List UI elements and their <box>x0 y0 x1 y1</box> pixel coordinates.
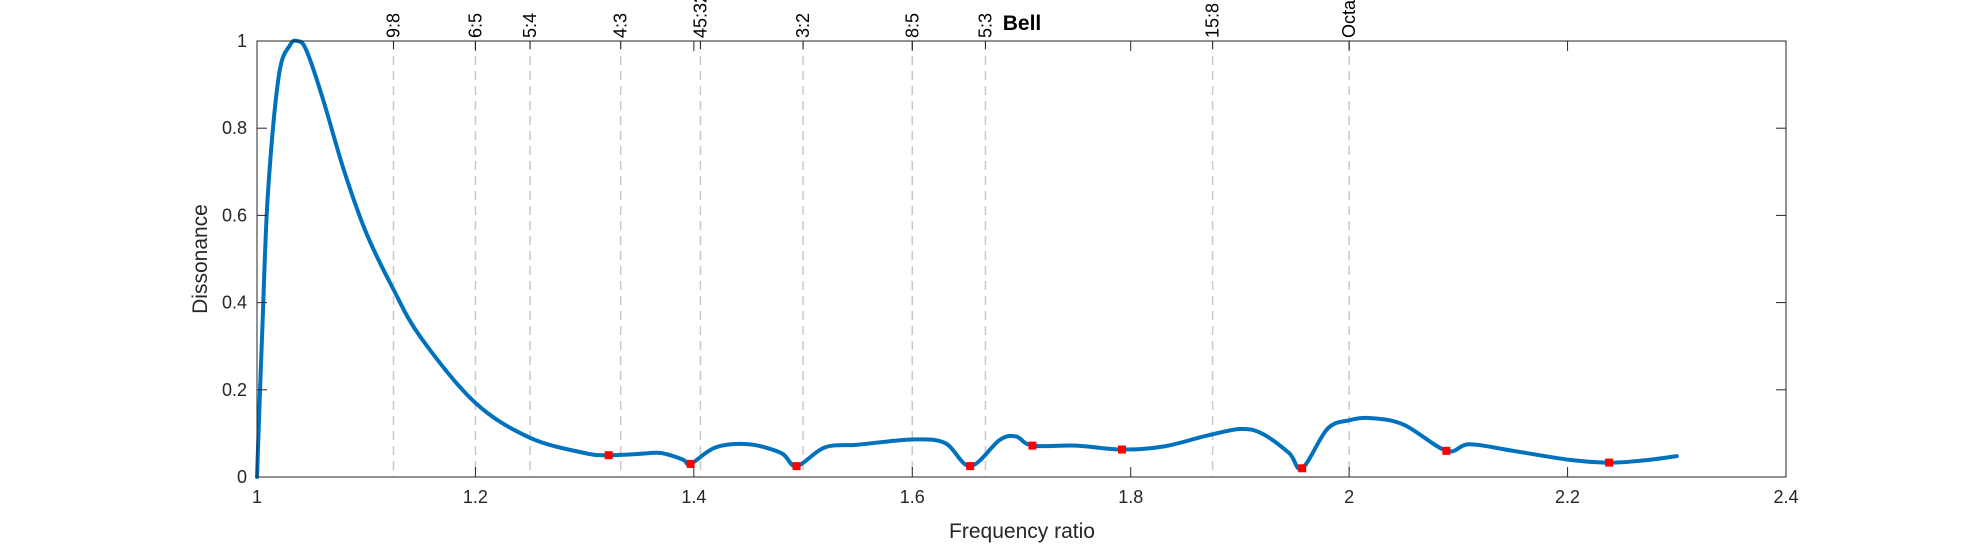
x-tick-label: 2.4 <box>1773 487 1798 507</box>
x-tick-label: 1.4 <box>681 487 706 507</box>
interval-label: 4:3 <box>611 13 631 38</box>
x-tick-label: 1.2 <box>463 487 488 507</box>
y-tick-label: 0.4 <box>222 293 247 313</box>
minimum-marker <box>1442 446 1451 455</box>
y-tick-label: 0.6 <box>222 205 247 225</box>
y-axis-label: Dissonance <box>189 204 212 314</box>
minimum-marker <box>1605 458 1614 467</box>
x-axis-ticks: 1 1.2 1.4 1.6 1.8 2 2.2 2.4 <box>252 41 1799 507</box>
chart-title: Bell <box>1003 12 1042 35</box>
minimum-marker <box>966 462 975 471</box>
minimum-marker <box>1117 445 1126 454</box>
x-tick-label: 2.2 <box>1555 487 1580 507</box>
x-tick-label: 1.6 <box>900 487 925 507</box>
axes-box <box>256 40 1787 478</box>
interval-label: 45:32 <box>690 0 710 38</box>
y-tick-label: 1 <box>237 31 247 51</box>
interval-label: 6:5 <box>465 13 485 38</box>
interval-label: 5:4 <box>520 13 540 38</box>
y-tick-label: 0.2 <box>222 380 247 400</box>
y-tick-label: 0 <box>237 467 247 487</box>
y-axis-ticks: 0 0.2 0.4 0.6 0.8 1 <box>222 31 1786 487</box>
interval-label: Octave <box>1339 0 1359 38</box>
interval-label: 5:3 <box>975 13 995 38</box>
dissonance-curve-layer <box>255 38 1679 479</box>
x-tick-label: 1 <box>252 487 262 507</box>
interval-label: 8:5 <box>902 13 922 38</box>
interval-reference-labels: 9:8 6:5 5:4 4:3 45:32 3:2 8:5 5:3 15:8 Octave <box>384 0 1360 38</box>
minimum-marker <box>792 462 801 471</box>
interval-label: 9:8 <box>384 13 404 38</box>
minimum-marker <box>604 451 613 460</box>
minimum-marker <box>686 459 695 468</box>
minimum-marker <box>1298 464 1307 473</box>
x-tick-label: 1.8 <box>1118 487 1143 507</box>
interval-label: 15:8 <box>1203 3 1223 38</box>
local-minima-markers <box>604 441 1614 473</box>
x-tick-label: 2 <box>1344 487 1354 507</box>
x-axis-label: Frequency ratio <box>949 520 1095 543</box>
interval-label: 3:2 <box>793 13 813 38</box>
y-tick-label: 0.8 <box>222 118 247 138</box>
minimum-marker <box>1028 441 1037 450</box>
dissonance-curve <box>255 38 1679 479</box>
